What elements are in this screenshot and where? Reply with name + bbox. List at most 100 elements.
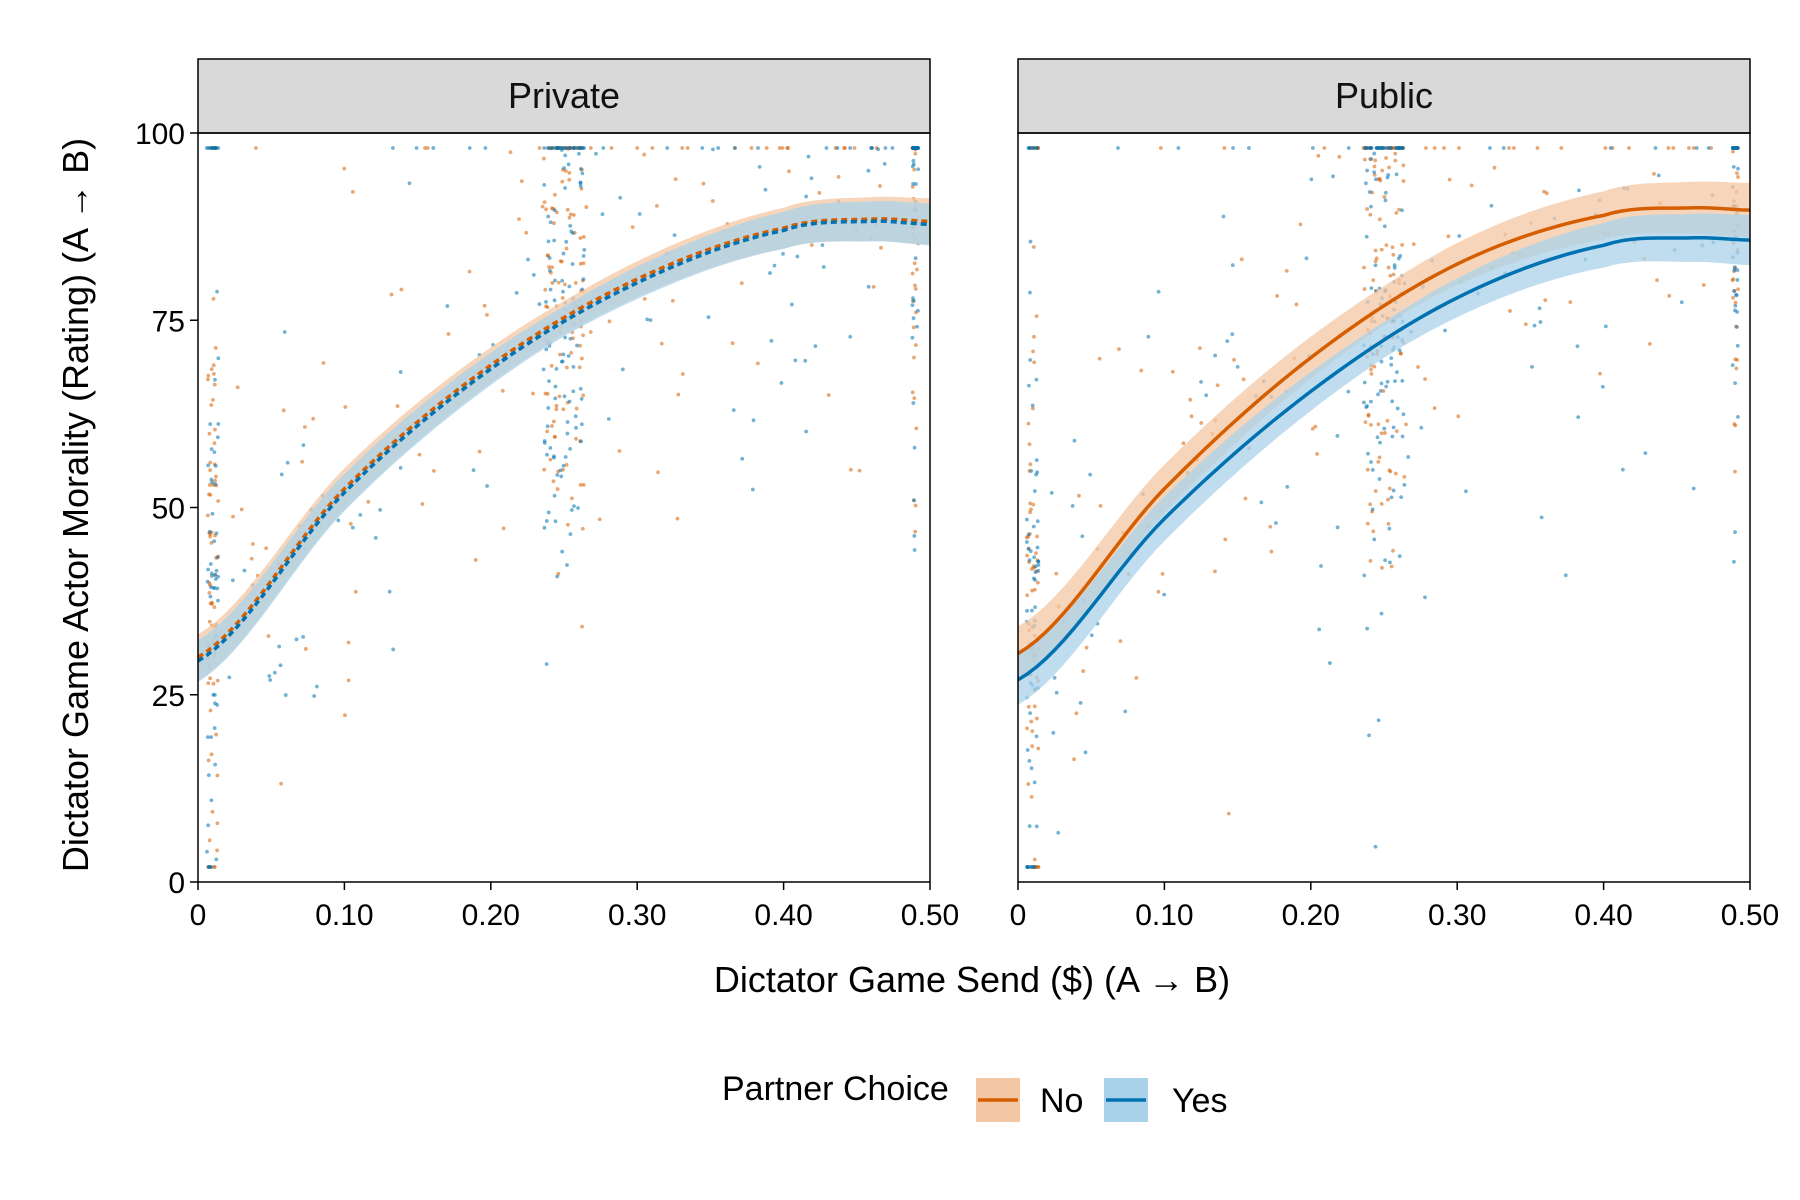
point-yes [544, 299, 548, 304]
point-yes [563, 186, 567, 190]
point-no [215, 821, 220, 826]
point-no [780, 146, 785, 150]
point-yes [206, 567, 211, 572]
point-no [231, 514, 235, 519]
point-no [552, 221, 556, 226]
point-no [477, 449, 482, 454]
point-yes [1036, 568, 1041, 573]
point-yes [1397, 554, 1402, 559]
y-tick-label: 50 [152, 493, 185, 526]
point-no [1032, 334, 1036, 339]
point-yes [1399, 495, 1404, 499]
point-yes [1365, 168, 1369, 173]
point-no [545, 391, 550, 396]
point-yes [209, 447, 214, 452]
point-yes [1731, 164, 1736, 169]
point-no [1492, 165, 1497, 170]
point-yes [272, 670, 277, 675]
point-no [1391, 548, 1395, 553]
point-no [564, 462, 569, 467]
point-no [578, 343, 582, 348]
point-yes [560, 549, 565, 554]
point-no [1402, 474, 1407, 479]
point-no [1385, 418, 1390, 423]
point-yes [531, 273, 536, 277]
point-yes [813, 344, 818, 349]
point-yes [568, 336, 573, 341]
point-yes [916, 167, 921, 172]
point-yes [578, 386, 583, 391]
point-yes [563, 153, 568, 158]
point-yes [913, 146, 918, 150]
point-yes [848, 334, 853, 339]
point-yes [1379, 381, 1384, 386]
point-no [567, 177, 572, 182]
point-no [1030, 744, 1035, 749]
point-yes [545, 424, 550, 429]
point-no [1390, 245, 1395, 250]
point-no [1389, 564, 1394, 569]
point-yes [526, 257, 530, 262]
point-yes [542, 182, 547, 187]
point-no [545, 305, 550, 310]
point-no [249, 556, 254, 561]
point-no [1035, 534, 1039, 539]
point-no [1394, 429, 1399, 434]
x-tick-label: 0.20 [462, 899, 520, 932]
point-yes [378, 507, 383, 512]
point-yes [601, 146, 606, 150]
point-no [1382, 195, 1387, 199]
point-yes [242, 568, 247, 573]
point-no [508, 150, 513, 155]
point-yes [565, 420, 570, 424]
point-no [1026, 782, 1031, 786]
point-no [1379, 247, 1384, 252]
point-yes [1032, 555, 1037, 560]
point-yes [1367, 190, 1372, 194]
point-yes [567, 399, 572, 404]
point-yes [1735, 278, 1740, 282]
point-no [1316, 153, 1321, 158]
point-no [581, 482, 586, 487]
point-no [524, 230, 529, 235]
point-yes [553, 384, 558, 389]
strip-header [1017, 58, 1751, 134]
point-yes [751, 418, 756, 423]
point-yes [210, 511, 215, 516]
point-yes [1052, 675, 1057, 680]
x-tick-label: 0 [1010, 899, 1027, 932]
point-no [1603, 146, 1608, 150]
point-yes [555, 574, 560, 579]
point-yes [398, 370, 403, 374]
point-yes [911, 401, 916, 405]
point-yes [209, 477, 214, 482]
point-yes [214, 857, 219, 862]
point-yes [581, 254, 586, 258]
point-no [749, 146, 754, 150]
point-no [531, 391, 535, 396]
point-no [212, 865, 217, 869]
point-yes [1402, 482, 1407, 487]
point-yes [910, 303, 915, 308]
point-no [1366, 413, 1371, 418]
point-no [1380, 565, 1384, 570]
point-yes [283, 693, 288, 697]
point-yes [1026, 547, 1031, 551]
point-yes [552, 238, 557, 243]
point-yes [1317, 627, 1322, 632]
x-axis-title: Dictator Game Send ($) (A → B) [714, 959, 1230, 1000]
x-tick-label: 0.10 [315, 899, 373, 932]
point-no [1026, 421, 1031, 426]
point-yes [835, 146, 840, 150]
point-yes [563, 335, 567, 340]
point-no [843, 146, 847, 150]
point-yes [212, 450, 217, 455]
point-no [550, 424, 554, 428]
point-yes [548, 220, 553, 225]
point-yes [582, 247, 587, 252]
point-no [425, 146, 430, 150]
point-yes [772, 263, 777, 268]
point-yes [1259, 500, 1264, 505]
point-no [519, 179, 524, 184]
point-yes [1054, 690, 1059, 695]
